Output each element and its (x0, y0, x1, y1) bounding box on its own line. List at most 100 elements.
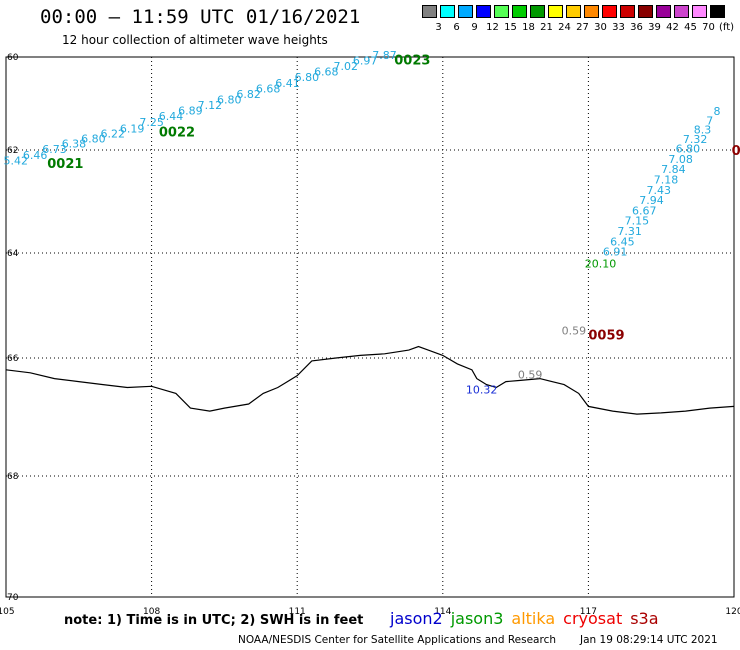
scale-label: 9 (471, 22, 478, 33)
map-border (5, 56, 735, 598)
scale-swatch (476, 5, 491, 18)
legend-jason3: jason3 (450, 609, 504, 628)
scale-label: 70 (702, 22, 715, 33)
scale-swatch (620, 5, 635, 18)
swh-value: 6.80 (217, 94, 242, 107)
scale-swatch (440, 5, 455, 18)
altimeter-tracks: 5.426.466.736.386.806.226.197.256.446.89… (3, 49, 740, 397)
longitude-label: 114 (434, 607, 451, 617)
scale-swatch (548, 5, 563, 18)
swh-value: 6.19 (120, 122, 145, 135)
swh-value: 7 (706, 114, 713, 127)
latitude-label: 60 (7, 53, 19, 63)
latitude-label: 68 (7, 472, 19, 482)
longitude-label: 120 (725, 607, 740, 617)
credit-line: NOAA/NESDIS Center for Satellite Applica… (238, 634, 556, 646)
swh-value: 20.10 (585, 258, 617, 271)
scale-label: 15 (504, 22, 517, 33)
swh-value: 6.45 (610, 235, 635, 248)
footer-note: note: 1) Time is in UTC; 2) SWH is in fe… (64, 613, 364, 628)
swh-value: 7.08 (668, 153, 693, 166)
swh-value: 7.32 (683, 133, 708, 146)
swh-value: 6.67 (632, 204, 657, 217)
longitude-label: 111 (289, 607, 306, 617)
swh-value: 7.12 (198, 99, 223, 112)
swh-value: 6.80 (295, 71, 320, 84)
swh-value: 6.68 (256, 82, 281, 95)
legend-s3a: s3a (630, 609, 659, 628)
satellite-legend: jason2 jason3 altika cryosat s3a (390, 609, 667, 628)
swh-value: 7.31 (617, 225, 642, 238)
swh-value: 6.82 (236, 88, 261, 101)
scale-label: 21 (540, 22, 553, 33)
legend-altika: altika (511, 609, 556, 628)
scale-label: 30 (594, 22, 607, 33)
latitude-label: 70 (7, 593, 19, 603)
scale-label: 6 (453, 22, 460, 33)
swh-value: 6.80 (81, 133, 106, 146)
swh-value: 7.87 (372, 49, 397, 62)
scale-label: (ft) (718, 22, 735, 33)
swh-value: 6.73 (42, 143, 67, 156)
swh-value: 7.02 (333, 60, 358, 73)
swh-value: 7.18 (654, 173, 679, 186)
scale-swatch (530, 5, 545, 18)
longitude-label: 105 (0, 607, 15, 617)
swh-value: 6.91 (603, 246, 628, 259)
swh-value: 5.42 (3, 154, 28, 167)
page-subtitle: 12 hour collection of altimeter wave hei… (62, 33, 328, 47)
swh-value: 10.32 (466, 383, 498, 396)
swh-value: 6.80 (676, 143, 701, 156)
legend-cryosat: cryosat (563, 609, 623, 628)
pass-time-label: 0059 (588, 328, 624, 343)
latitude-label: 64 (7, 249, 19, 259)
scale-swatch (458, 5, 473, 18)
swh-value: 7.43 (647, 184, 672, 197)
scale-swatch (710, 5, 725, 18)
coastline (5, 345, 735, 415)
scale-label: 39 (648, 22, 661, 33)
scale-label: 33 (612, 22, 625, 33)
pass-time-label: 0 (732, 144, 740, 159)
credit-timestamp: Jan 19 08:29:14 UTC 2021 (580, 634, 718, 646)
scale-swatch (512, 5, 527, 18)
scale-swatch (656, 5, 671, 18)
pass-time-label: 0021 (47, 157, 83, 172)
longitude-label: 117 (580, 607, 597, 617)
scale-swatch (674, 5, 689, 18)
scale-label: 36 (630, 22, 643, 33)
swh-value: 6.46 (23, 149, 48, 162)
swh-value: 7.25 (139, 116, 164, 129)
scale-swatch (584, 5, 599, 18)
swh-value: 6.97 (353, 54, 378, 67)
scale-label: 18 (522, 22, 535, 33)
swh-value: 0.59 (518, 369, 543, 382)
swh-value: 6.41 (275, 77, 300, 90)
swh-value: 7.15 (625, 215, 650, 228)
page-title: 00:00 – 11:59 UTC 01/16/2021 (40, 6, 361, 28)
graticule (5, 56, 735, 598)
scale-swatch (602, 5, 617, 18)
scale-label: 3 (435, 22, 442, 33)
scale-label: 12 (486, 22, 499, 33)
coastline-path (5, 345, 735, 415)
swh-value: 7.94 (639, 194, 664, 207)
pass-time-label: 0022 (159, 125, 195, 140)
scale-swatch (638, 5, 653, 18)
scale-swatch (494, 5, 509, 18)
scale-label: 45 (684, 22, 697, 33)
swh-value: 6.22 (101, 127, 126, 140)
swh-value: 8 (714, 105, 721, 118)
swh-value: 6.68 (314, 66, 339, 79)
latitude-label: 66 (7, 354, 19, 364)
latitude-label: 62 (7, 146, 18, 156)
scale-label: 42 (666, 22, 679, 33)
swh-value: 8.3 (694, 124, 712, 137)
scale-swatch (422, 5, 437, 18)
longitude-label: 108 (143, 607, 160, 617)
swh-value: 6.89 (178, 105, 203, 118)
swh-value: 6.44 (159, 110, 184, 123)
scale-swatch (566, 5, 581, 18)
